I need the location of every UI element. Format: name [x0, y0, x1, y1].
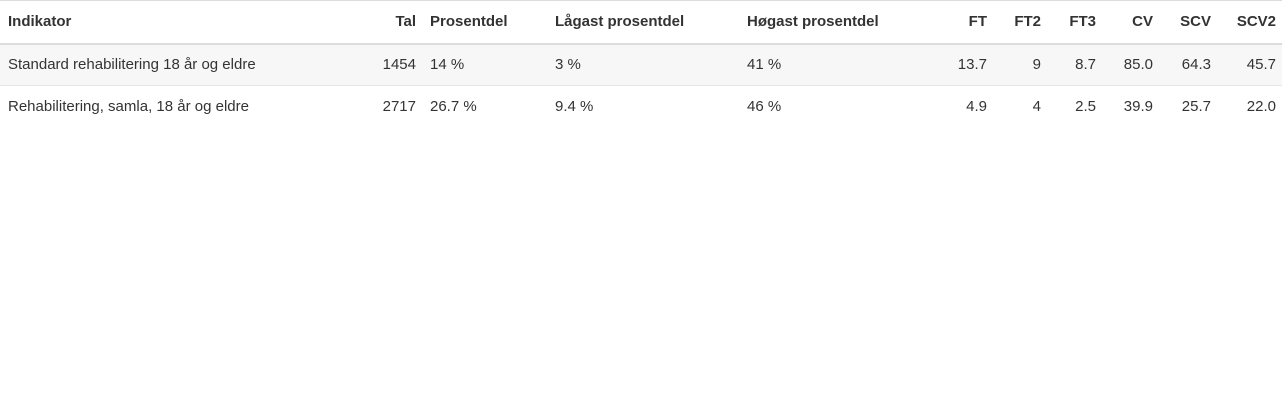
column-header-ft2[interactable]: FT2	[1014, 13, 1041, 31]
table-row: Standard rehabilitering 18 år og eldre 1…	[0, 43, 1282, 86]
cell-cv: 85.0	[1123, 56, 1153, 74]
cell-scv2: 22.0	[1246, 98, 1276, 116]
column-header-scv[interactable]: SCV	[1180, 13, 1211, 31]
cell-ft3: 2.5	[1075, 98, 1096, 116]
cell-lagast-prosentdel: 3 %	[555, 56, 581, 74]
column-header-indikator[interactable]: Indikator	[8, 13, 72, 31]
column-header-ft3[interactable]: FT3	[1069, 13, 1096, 31]
cell-ft3: 8.7	[1075, 56, 1096, 74]
column-header-ft[interactable]: FT	[968, 13, 987, 31]
cell-prosentdel: 26.7 %	[430, 98, 477, 116]
cell-hogast-prosentdel: 46 %	[747, 98, 782, 116]
cell-indikator: Rehabilitering, samla, 18 år og eldre	[8, 98, 249, 116]
column-header-cv[interactable]: CV	[1132, 13, 1153, 31]
cell-ft2: 4	[1032, 98, 1041, 116]
table-header-row: Indikator Tal Prosentdel Lågast prosentd…	[0, 0, 1282, 44]
cell-indikator: Standard rehabilitering 18 år og eldre	[8, 56, 256, 74]
column-header-scv2[interactable]: SCV2	[1236, 13, 1276, 31]
cell-ft: 4.9	[966, 98, 987, 116]
cell-scv2: 45.7	[1246, 56, 1276, 74]
column-header-prosentdel[interactable]: Prosentdel	[430, 13, 508, 31]
cell-ft2: 9	[1032, 56, 1041, 74]
cell-lagast-prosentdel: 9.4 %	[555, 98, 594, 116]
column-header-tal[interactable]: Tal	[395, 13, 416, 31]
cell-prosentdel: 14 %	[430, 56, 465, 74]
cell-ft: 13.7	[957, 56, 987, 74]
indicator-table: Indikator Tal Prosentdel Lågast prosentd…	[0, 0, 1282, 128]
indicator-table-container: Indikator Tal Prosentdel Lågast prosentd…	[0, 0, 1282, 128]
column-header-lagast-prosentdel[interactable]: Lågast prosentdel	[555, 13, 685, 31]
cell-scv: 25.7	[1181, 98, 1211, 116]
cell-tal: 1454	[382, 56, 416, 74]
cell-cv: 39.9	[1123, 98, 1153, 116]
column-header-hogast-prosentdel[interactable]: Høgast prosentdel	[747, 13, 879, 31]
cell-hogast-prosentdel: 41 %	[747, 56, 782, 74]
cell-tal: 2717	[382, 98, 416, 116]
table-row: Rehabilitering, samla, 18 år og eldre 27…	[0, 86, 1282, 128]
cell-scv: 64.3	[1181, 56, 1211, 74]
